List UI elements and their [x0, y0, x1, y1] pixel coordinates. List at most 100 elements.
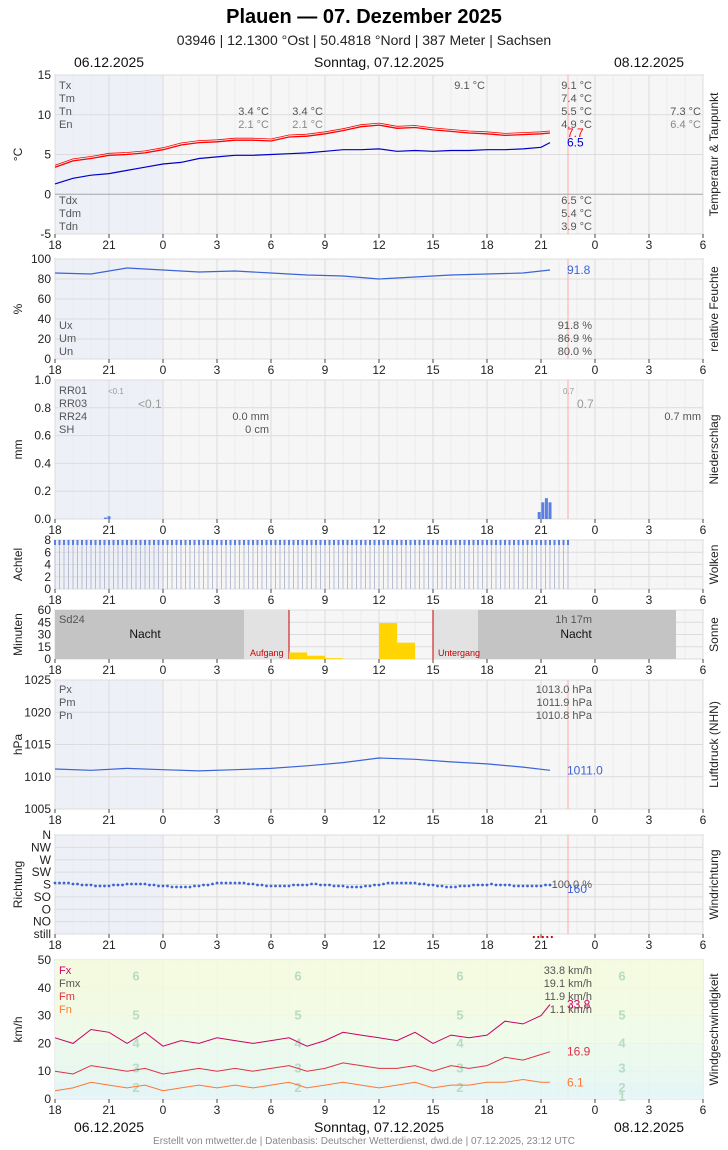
- x-tick-label: 0: [160, 238, 167, 252]
- cloud-cover-top: [544, 540, 547, 545]
- beaufort-label: 3: [132, 1060, 139, 1075]
- wind-direction-point: [454, 885, 457, 889]
- y-tick-label: 60: [38, 292, 52, 306]
- cloud-cover-top: [504, 540, 506, 545]
- y-tick-label: 8: [44, 533, 51, 547]
- wind-direction-point: [269, 884, 273, 888]
- cloud-cover-top: [481, 540, 484, 545]
- x-tick-label: 6: [268, 938, 275, 952]
- beaufort-band: [55, 1043, 703, 1066]
- y-tick-label: 40: [38, 981, 52, 995]
- cloud-cover-top: [121, 540, 124, 545]
- x-tick-label: 12: [372, 593, 386, 607]
- prev-rr01-value: <0.1: [108, 387, 124, 396]
- wind-direction-point: [193, 884, 196, 888]
- cloud-cover-top: [63, 540, 65, 545]
- cloud-cover-top: [324, 540, 326, 545]
- cloud-cover-top: [171, 540, 173, 545]
- x-tick-label: 15: [426, 663, 440, 677]
- wind-direction-point: [463, 884, 466, 888]
- sunshine-bar: [325, 658, 343, 659]
- y-axis-label: Minuten: [11, 613, 25, 656]
- wind-direction-point: [292, 883, 295, 887]
- x-tick-label: 9: [322, 1103, 329, 1117]
- wind-direction-point: [386, 881, 390, 885]
- night-band: [55, 610, 244, 659]
- x-tick-label: 3: [646, 363, 653, 377]
- x-tick-label: 21: [102, 593, 116, 607]
- wind-direction-point: [283, 884, 286, 888]
- cloud-cover-top: [558, 540, 560, 545]
- wind-direction-point: [323, 883, 327, 887]
- x-tick-label: 15: [426, 523, 440, 537]
- wind-direction-point: [265, 884, 268, 888]
- legend-value: 19.1 km/h: [544, 978, 592, 990]
- wind-direction-point: [377, 883, 381, 887]
- y-tick-label: 15: [38, 640, 52, 654]
- beaufort-label: 4: [132, 1035, 140, 1050]
- y-tick-label: 20: [38, 1036, 52, 1050]
- wind-direction-point: [107, 884, 111, 888]
- cloud-cover-top: [283, 540, 286, 545]
- calm-point: [537, 935, 540, 939]
- x-tick-label: 9: [322, 363, 329, 377]
- x-tick-label: 6: [700, 813, 707, 827]
- cloud-cover-top: [274, 540, 277, 545]
- x-tick-label: 18: [480, 813, 494, 827]
- legend-value: 0 cm: [245, 424, 269, 436]
- beaufort-label: 4: [294, 1035, 302, 1050]
- cloud-cover-top: [58, 540, 61, 545]
- wind-direction-point: [535, 884, 538, 888]
- x-tick-label: 6: [268, 663, 275, 677]
- wind-direction-point: [350, 885, 354, 889]
- wind-direction-point: [512, 884, 516, 888]
- wind-direction-point: [260, 883, 264, 887]
- wind-direction-point: [521, 884, 525, 888]
- wind-direction-point: [139, 882, 142, 886]
- pressure-line: [54, 757, 551, 772]
- y-tick-label: 40: [38, 312, 52, 326]
- x-tick-label: 18: [48, 238, 62, 252]
- beaufort-label: 3: [456, 1060, 463, 1075]
- cloud-cover-top: [301, 540, 304, 545]
- precip-bar: [103, 517, 107, 519]
- sunshine-bar: [379, 623, 397, 659]
- x-tick-label: 3: [646, 1103, 653, 1117]
- x-tick-label: 9: [322, 938, 329, 952]
- beaufort-band: [55, 1065, 703, 1083]
- wind-direction-point: [229, 881, 232, 885]
- wind-direction-point: [445, 885, 448, 889]
- y-tick-label: 0.6: [34, 429, 51, 443]
- next-en-value: 6.4 °C: [670, 119, 701, 131]
- x-tick-label: 15: [426, 593, 440, 607]
- wind-direction-point: [476, 883, 480, 887]
- cloud-cover-top: [220, 540, 223, 545]
- calm-point: [541, 935, 544, 939]
- legend-label: Pm: [59, 697, 76, 709]
- y-tick-label: 80: [38, 272, 52, 286]
- y-tick-label: still: [34, 927, 51, 941]
- legend-value: 33.8 km/h: [544, 965, 592, 977]
- wind-direction-point: [112, 883, 115, 887]
- precip-bar: [537, 512, 541, 519]
- wind-end-label: 33.8: [567, 997, 591, 1011]
- y-tick-label: 1020: [24, 705, 51, 719]
- wind-direction-point: [418, 882, 421, 886]
- wind-direction-point: [98, 884, 102, 888]
- dusk-band: [433, 610, 478, 659]
- legend-label: Ux: [59, 320, 73, 332]
- wind-direction-point: [161, 884, 165, 888]
- cloud-cover-top: [148, 540, 151, 545]
- wind-mean-line: [54, 1051, 551, 1075]
- cloud-cover-top: [351, 540, 353, 545]
- cloud-cover-top: [157, 540, 160, 545]
- panel-side-label: Luftdruck (NHN): [707, 701, 721, 788]
- night-label: Nacht: [129, 627, 161, 641]
- x-tick-label: 18: [48, 363, 62, 377]
- precip-bar: [548, 502, 552, 519]
- wind-direction-point: [166, 884, 169, 888]
- wind-direction-point: [215, 881, 219, 885]
- dewpoint-line: [54, 142, 551, 185]
- x-tick-label: 3: [214, 363, 221, 377]
- x-tick-label: 21: [102, 523, 116, 537]
